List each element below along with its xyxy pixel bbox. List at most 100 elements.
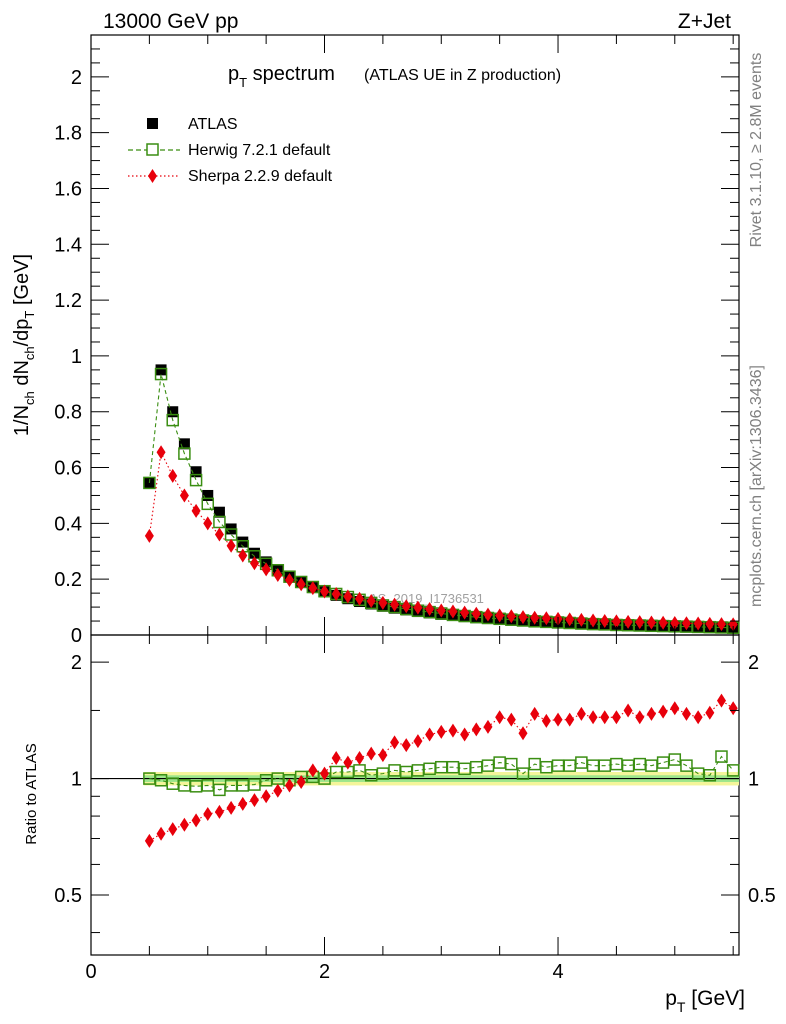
ratio-herwig-point (656, 756, 670, 769)
xtick-label: 2 (319, 961, 330, 983)
ratio-panel-frame (90, 634, 740, 956)
ratio-sherpa-point (565, 712, 575, 727)
ratio-sherpa-point (249, 793, 259, 808)
main-atlas-point (237, 536, 249, 548)
main-herwig-point (213, 515, 226, 529)
main-sherpa-point (635, 615, 645, 630)
ratio-herwig-point (703, 769, 717, 782)
main-sherpa-point (284, 573, 294, 588)
main-herwig-point (178, 447, 191, 460)
main-sherpa-point (565, 612, 575, 627)
ratio-sherpa-point (214, 804, 224, 819)
main-sherpa-point (343, 589, 353, 604)
side-label-top: Rivet 3.1.10, ≥ 2.8M events (748, 53, 765, 248)
ratio-sherpa-point (460, 727, 470, 742)
ratio-sherpa-point (576, 706, 586, 721)
ratio-sherpa-point (635, 710, 645, 725)
main-sherpa-point (600, 614, 610, 629)
main-sherpa-point (413, 600, 423, 615)
main-sherpa-point (623, 614, 633, 629)
ratio-sherpa-point (179, 817, 189, 832)
main-atlas-point (248, 547, 260, 559)
ratio-plot-layer (91, 693, 740, 848)
main-atlas-point (167, 406, 179, 418)
main-ytick-label: 0.8 (54, 402, 82, 424)
main-sherpa-point (168, 468, 178, 483)
legend: ATLAS Herwig 7.2.1 default Sherpa 2.2.9 … (128, 116, 333, 185)
main-ytick-label: 1 (71, 346, 82, 368)
main-sherpa-point (436, 603, 446, 618)
ratio-sherpa-point (156, 826, 166, 841)
main-sherpa-point (541, 611, 551, 626)
main-sherpa-point (355, 591, 365, 606)
main-sherpa-point (273, 568, 283, 582)
main-sherpa-point (296, 577, 306, 592)
ratio-sherpa-point (530, 706, 540, 721)
ratio-sherpa-point (331, 751, 341, 766)
main-sherpa-point (576, 612, 586, 627)
main-ytick-label: 1.6 (54, 178, 82, 200)
main-sherpa-point (191, 503, 201, 518)
main-ytick-label: 1.2 (54, 290, 82, 312)
main-sherpa-point (144, 528, 154, 543)
ratio-herwig-point (505, 757, 518, 771)
main-sherpa-point (179, 488, 189, 503)
x-axis-label: pT [GeV] (665, 987, 745, 1015)
axis-layer: 0 0.2 0.4 0.6 0.8 1 1.2 1.4 1.6 1.8 2 0.5 0.5 1 1 2 2 0 2 4 (54, 35, 776, 983)
main-plot-layer (143, 364, 740, 634)
ratio-sherpa-point (600, 710, 610, 725)
ratio-sherpa-point (611, 710, 621, 725)
main-herwig-line (148, 373, 734, 629)
ratio-sherpa-point (693, 710, 703, 725)
main-sherpa-point (390, 597, 400, 612)
main-sherpa-point (681, 616, 691, 631)
main-sherpa-point (214, 527, 224, 542)
ratio-sherpa-point (390, 735, 400, 750)
main-sherpa-point (518, 610, 528, 625)
ratio-sherpa-point (320, 766, 330, 781)
ratio-sherpa-point (144, 833, 154, 848)
ratio-sherpa-point (191, 813, 201, 828)
legend-label-herwig: Herwig 7.2.1 default (188, 142, 331, 159)
main-sherpa-point (366, 593, 376, 608)
main-sherpa-point (238, 548, 248, 563)
ratio-sherpa-point (553, 712, 563, 727)
ratio-sherpa-point (436, 724, 446, 739)
ratio-herwig-point (668, 753, 682, 766)
ratio-sherpa-point (670, 701, 680, 716)
ratio-ytick-label-right: 2 (748, 652, 759, 674)
ratio-sherpa-line (149, 699, 734, 842)
ratio-sherpa-point (378, 748, 388, 763)
main-sherpa-point (483, 607, 493, 622)
ratio-sherpa-point (261, 789, 271, 804)
main-sherpa-point (448, 604, 458, 619)
ratio-herwig-point (680, 759, 693, 772)
plot-title-note: (ATLAS UE in Z production) (364, 67, 561, 84)
main-sherpa-point (203, 516, 213, 531)
main-atlas-point (190, 466, 202, 478)
ratio-ytick-label: 2 (71, 652, 82, 674)
main-sherpa-point (331, 586, 341, 601)
ratio-sherpa-point (284, 778, 294, 793)
main-atlas-point (155, 364, 167, 376)
main-atlas-point (202, 489, 214, 501)
ratio-sherpa-point (471, 722, 481, 737)
ratio-sherpa-point (355, 751, 365, 766)
main-sherpa-point (670, 616, 680, 630)
ratio-sherpa-point (308, 763, 318, 778)
ratio-sherpa-point (518, 726, 528, 741)
ratio-herwig-point (726, 764, 740, 777)
main-sherpa-point (378, 595, 388, 610)
main-ytick-label: 0 (71, 625, 82, 647)
legend-marker-atlas (147, 118, 158, 129)
main-herwig-point (201, 497, 215, 511)
ratio-sherpa-point (296, 774, 306, 789)
ratio-herwig-point (516, 767, 530, 780)
main-sherpa-point (705, 616, 715, 631)
legend-marker-sherpa (148, 169, 157, 183)
ratio-sherpa-point (495, 710, 505, 725)
xtick-label: 4 (552, 961, 563, 983)
main-sherpa-point (261, 562, 271, 577)
ratio-sherpa-point (728, 701, 738, 716)
main-herwig-point (189, 473, 203, 487)
